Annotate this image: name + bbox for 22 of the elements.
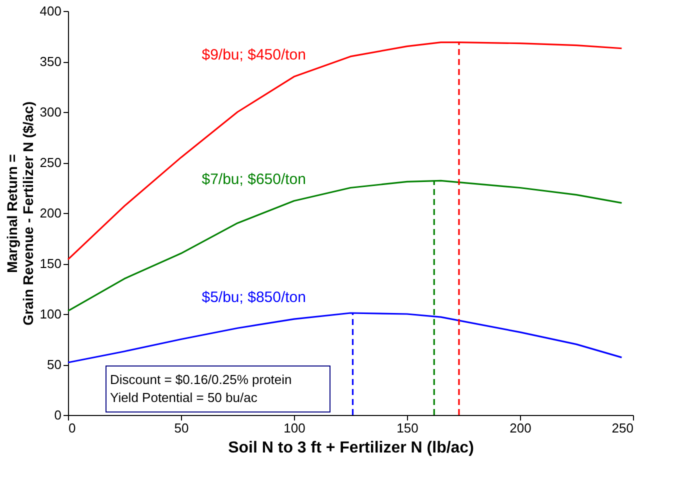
x-tick-label: 200 <box>510 420 532 436</box>
x-tick-label: 0 <box>68 420 76 436</box>
series-label: $9/bu; $450/ton <box>202 46 306 64</box>
annotation: Discount = $0.16/0.25% protein <box>110 372 292 387</box>
annotation: Yield Potential = 50 bu/ac <box>110 390 258 405</box>
y-tick-label: 250 <box>40 155 62 170</box>
y-tick-label: 150 <box>40 256 62 271</box>
y-tick-label: 0 <box>54 408 62 422</box>
series-label: $5/bu; $850/ton <box>202 289 306 306</box>
y-tick-label: 400 <box>40 4 62 18</box>
x-tick-label: 250 <box>612 420 634 436</box>
series-label: $7/bu; $650/ton <box>202 170 306 188</box>
y-tick-label: 300 <box>40 104 62 120</box>
y-tick-label: 50 <box>47 357 62 372</box>
x-tick-label: 100 <box>284 420 306 436</box>
x-tick-label: 150 <box>396 420 418 436</box>
y-tick-label: 100 <box>40 306 62 322</box>
x-axis-title: Soil N to 3 ft + Fertilizer N (lb/ac) <box>228 440 474 456</box>
y-tick-label: 200 <box>40 206 62 220</box>
y-tick-label: 350 <box>40 54 62 69</box>
x-tick-label: 50 <box>174 420 189 436</box>
y-axis-title: Marginal Return = Grain Revenue - Fertilizer N ($/ac) <box>4 101 36 326</box>
